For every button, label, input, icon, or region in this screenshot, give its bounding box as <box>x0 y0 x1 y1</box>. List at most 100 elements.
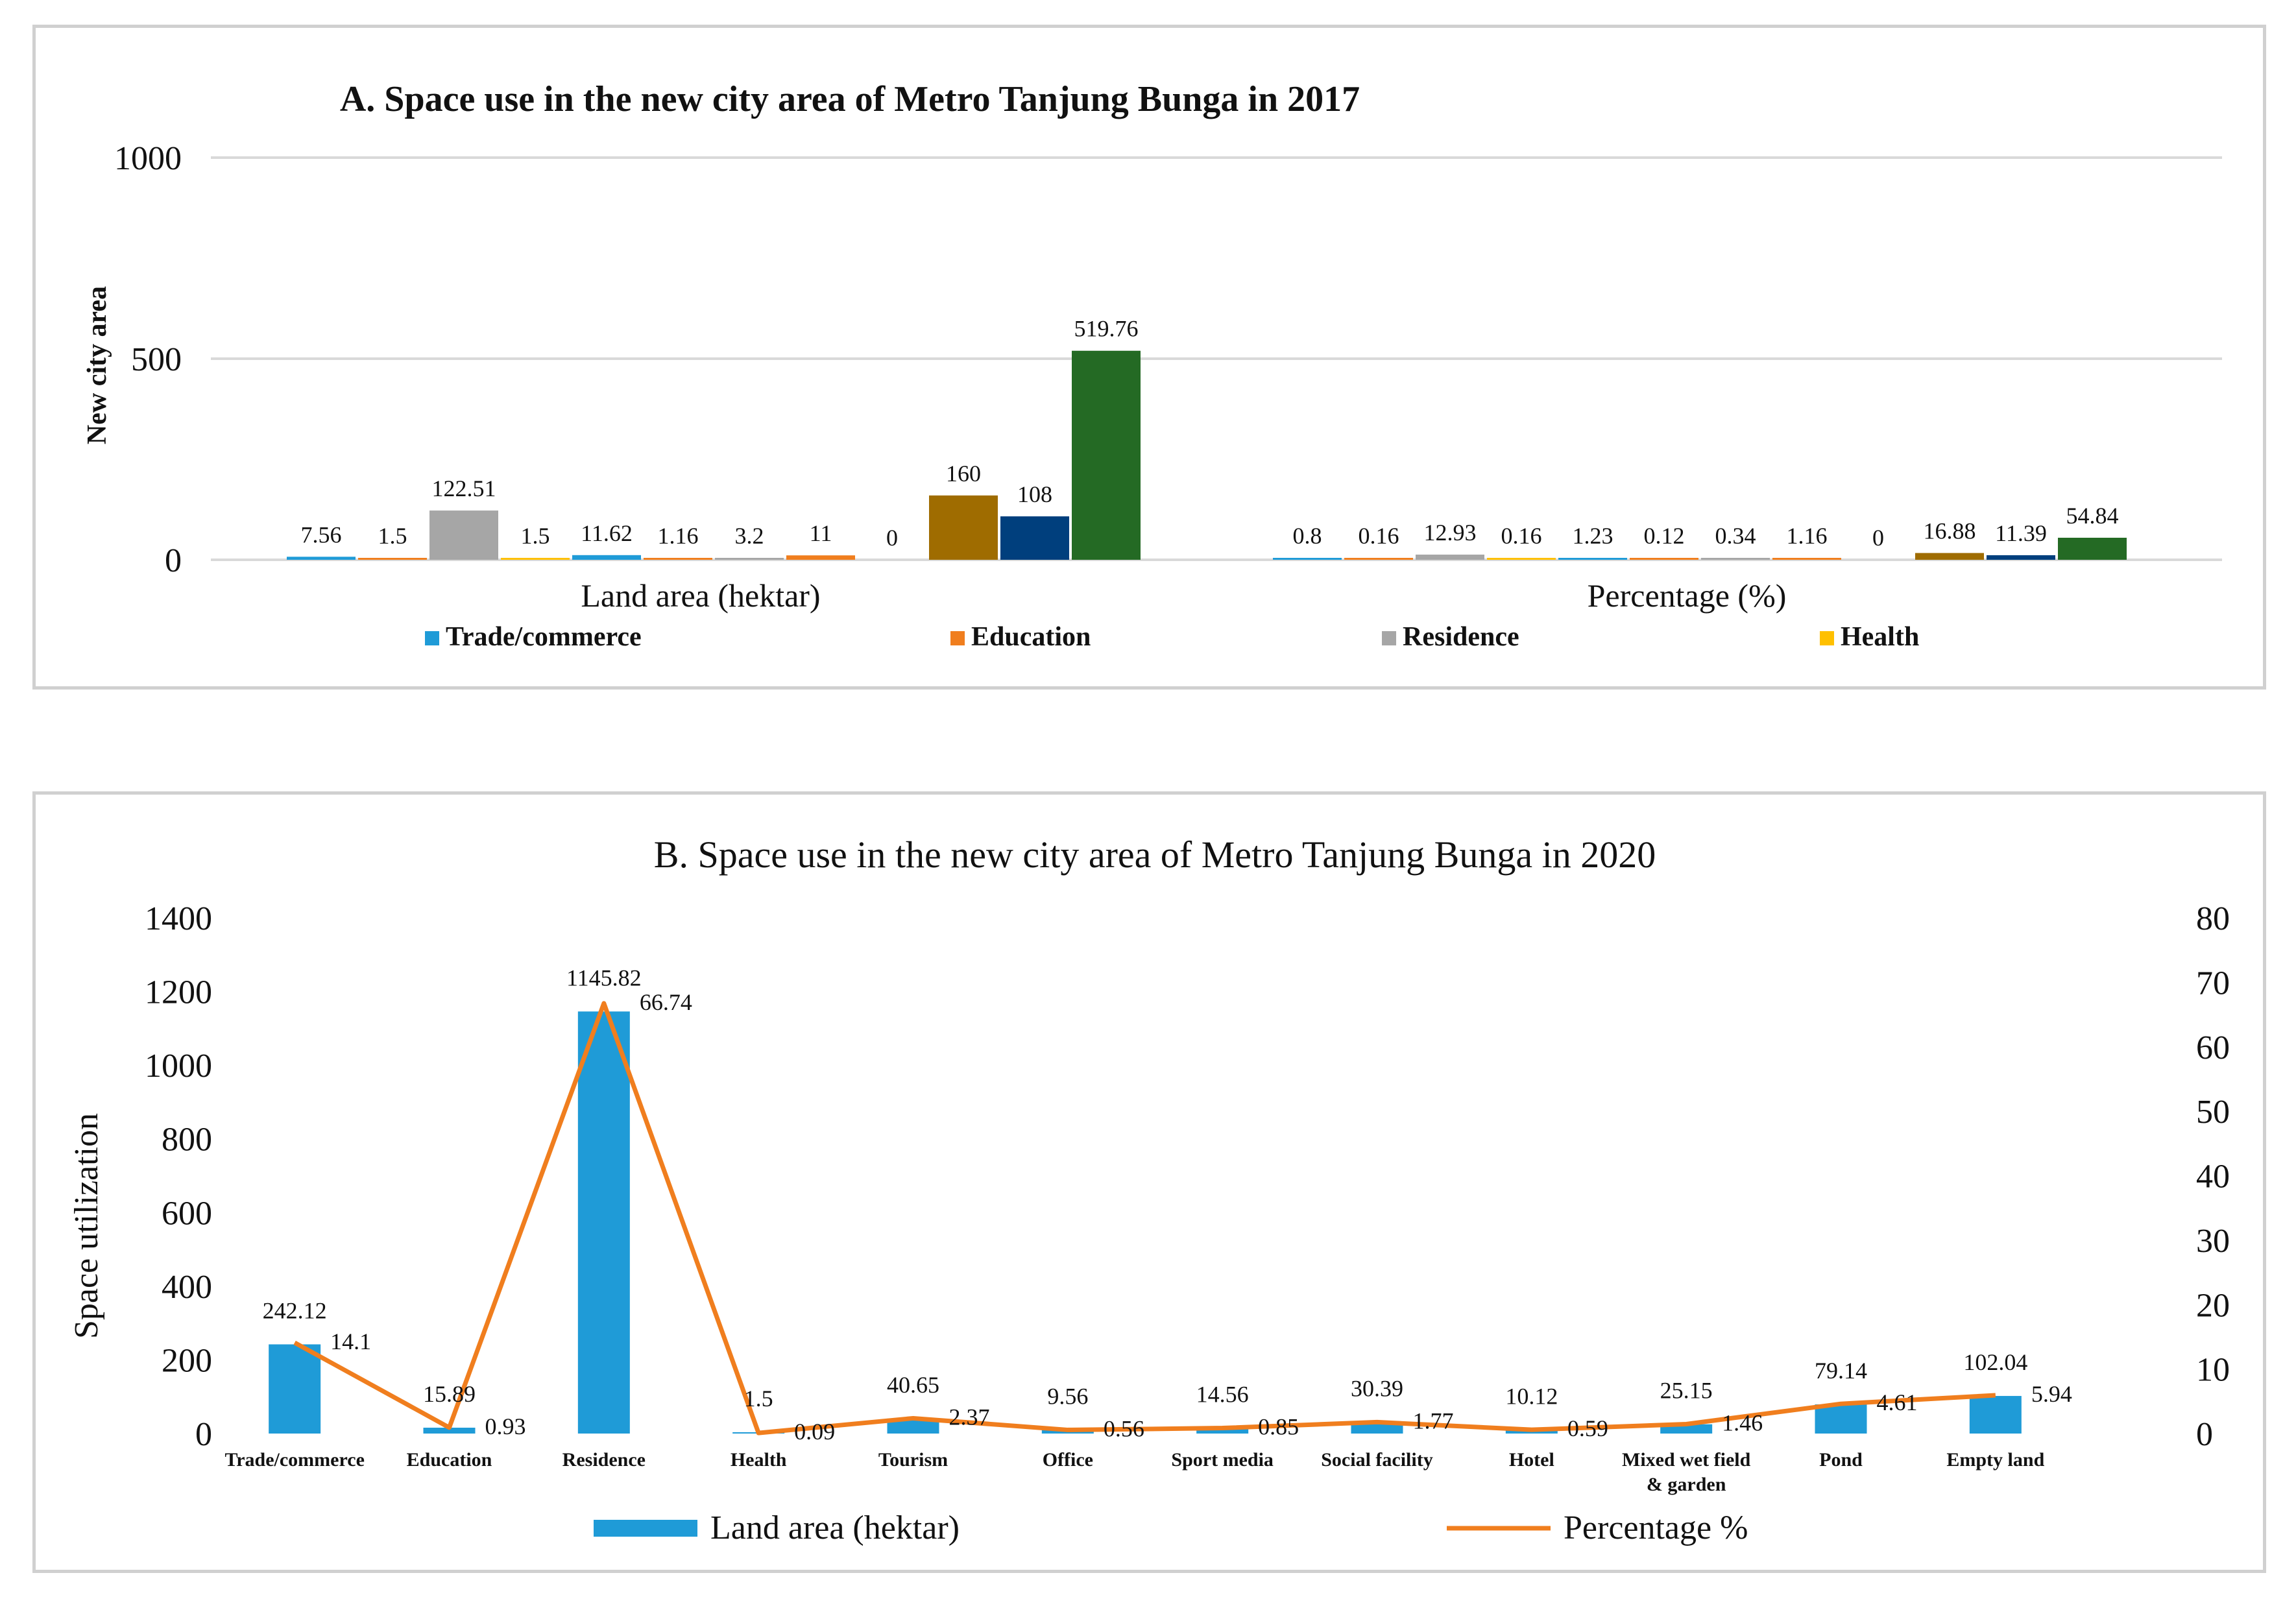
bar-data-label: 7.56 <box>301 522 342 547</box>
bar <box>1915 553 1984 560</box>
bar <box>577 1011 630 1434</box>
bar-data-label: 11 <box>810 520 832 546</box>
legend-label: Land area (hektar) <box>710 1509 960 1546</box>
y2-tick-label: 20 <box>2196 1287 2230 1324</box>
bar-data-label: 1.5 <box>521 523 550 549</box>
bar-data-label: 160 <box>946 461 981 486</box>
line-data-label: 66.74 <box>640 989 692 1015</box>
bar-data-label: 0.8 <box>1293 523 1322 549</box>
chart-panel-a: A. Space use in the new city area of Met… <box>32 25 2266 690</box>
bar-data-label: 0 <box>1872 525 1884 551</box>
bar <box>1351 1422 1403 1434</box>
y-tick-label: 200 <box>162 1342 212 1379</box>
category-label: Sport media <box>1171 1449 1274 1471</box>
bar-data-label: 10.12 <box>1505 1383 1558 1409</box>
bar <box>358 558 427 560</box>
line-data-label: 0.09 <box>794 1419 835 1445</box>
bar-data-label: 242.12 <box>263 1298 327 1324</box>
bar <box>715 558 784 560</box>
chart-b-title: B. Space use in the new city area of Met… <box>654 834 1656 876</box>
legend-label: Residence <box>1403 622 1519 652</box>
bar-data-label: 40.65 <box>887 1372 939 1398</box>
y2-tick-label: 70 <box>2196 965 2230 1002</box>
bar <box>1701 558 1770 560</box>
y-tick-label: 1000 <box>145 1048 212 1085</box>
line-data-label: 2.37 <box>949 1404 990 1430</box>
bar-data-label: 1.16 <box>1787 523 1828 549</box>
y2-tick-label: 40 <box>2196 1159 2230 1195</box>
bar-data-label: 11.39 <box>1995 520 2047 546</box>
percentage-line <box>293 1001 1996 1435</box>
chart-a-ylabel: New city area <box>82 286 112 444</box>
bar-data-label: 1145.82 <box>566 965 642 991</box>
bar <box>887 1418 939 1434</box>
bar <box>1416 554 1484 560</box>
chart-a-title: A. Space use in the new city area of Met… <box>340 79 1360 119</box>
y-tick-label: 1000 <box>114 140 182 177</box>
bar <box>1487 558 1556 560</box>
bar <box>287 557 356 560</box>
line-data-label: 1.77 <box>1413 1408 1454 1434</box>
line-data-label: 4.61 <box>1877 1389 1918 1415</box>
legend-swatch-trade <box>425 631 439 645</box>
line-data-label: 0.59 <box>1567 1415 1608 1441</box>
y-tick-label: 600 <box>162 1195 212 1232</box>
bar-data-label: 0.34 <box>1715 523 1756 549</box>
legend-label: Percentage % <box>1564 1509 1748 1546</box>
bar <box>1000 516 1069 560</box>
category-label: Tourism <box>878 1449 948 1471</box>
y-tick-label: 0 <box>165 542 182 579</box>
legend-swatch-residence <box>1382 631 1396 645</box>
bar-data-label: 14.56 <box>1196 1382 1249 1408</box>
bar-data-label: 122.51 <box>432 475 496 501</box>
legend-swatch-health <box>1820 631 1834 645</box>
bar <box>269 1344 321 1434</box>
y-tick-label: 1200 <box>145 974 212 1011</box>
bar <box>929 495 998 560</box>
bar-data-label: 108 <box>1017 481 1052 507</box>
chart-panel-b: B. Space use in the new city area of Met… <box>32 791 2266 1573</box>
y2-tick-label: 80 <box>2196 900 2230 937</box>
category-label: Trade/commerce <box>224 1449 364 1471</box>
legend-label: Health <box>1841 622 1919 652</box>
chart-a: A. Space use in the new city area of Met… <box>82 79 2222 652</box>
bar <box>423 1427 476 1434</box>
bar-data-label: 12.93 <box>1424 520 1477 546</box>
bar <box>1969 1396 2022 1434</box>
bar-data-label: 0.16 <box>1501 523 1542 549</box>
bar <box>1558 558 1627 560</box>
chart-a-category-label: Land area (hektar) <box>581 577 820 614</box>
category-label: Hotel <box>1509 1449 1554 1471</box>
bar <box>1196 1428 1249 1434</box>
line-data-label: 1.46 <box>1722 1410 1763 1435</box>
line-data-label: 0.85 <box>1258 1414 1299 1440</box>
bar <box>1815 1404 1867 1434</box>
bar-data-label: 519.76 <box>1074 316 1139 342</box>
y-tick-label: 0 <box>195 1416 212 1453</box>
category-label: Social facility <box>1321 1449 1432 1471</box>
y2-tick-label: 0 <box>2196 1416 2213 1453</box>
y2-tick-label: 50 <box>2196 1094 2230 1131</box>
y-tick-label: 1400 <box>145 900 212 937</box>
bar <box>1630 558 1698 560</box>
line-data-label: 0.56 <box>1104 1415 1144 1441</box>
line-data-label: 14.1 <box>330 1328 371 1354</box>
bar <box>429 510 498 560</box>
bar-data-label: 9.56 <box>1047 1384 1088 1410</box>
legend-swatch-land-area <box>594 1520 697 1537</box>
legend-swatch-education <box>950 631 965 645</box>
bar <box>1772 558 1841 560</box>
bar-data-label: 30.39 <box>1351 1376 1403 1402</box>
bar-data-label: 15.89 <box>423 1381 476 1407</box>
line-data-label: 5.94 <box>2031 1381 2072 1407</box>
bar <box>572 555 641 560</box>
bar <box>501 558 570 560</box>
category-label: Health <box>731 1449 787 1471</box>
bar-data-label: 0 <box>886 525 898 551</box>
category-label: Residence <box>562 1449 646 1471</box>
bar-data-label: 102.04 <box>1963 1349 2027 1375</box>
y-tick-label: 800 <box>162 1122 212 1159</box>
y2-tick-label: 10 <box>2196 1352 2230 1389</box>
line-data-label: 0.93 <box>485 1413 526 1439</box>
bar-data-label: 16.88 <box>1924 518 1976 544</box>
